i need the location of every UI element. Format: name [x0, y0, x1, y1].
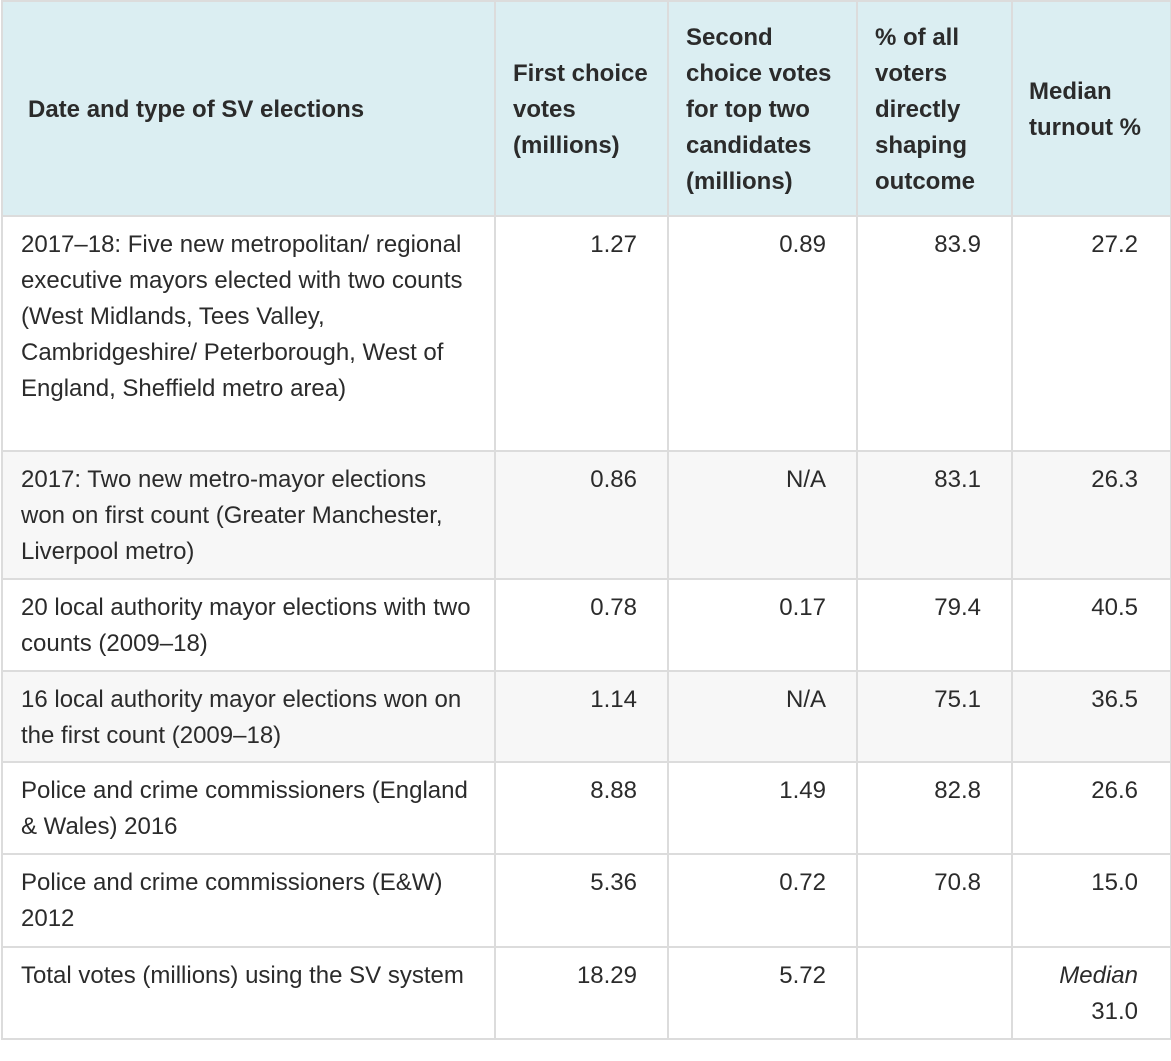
table-row: 20 local authority mayor elections with …: [1, 578, 1171, 672]
median-turnout-cell: 27.2: [1011, 215, 1171, 452]
total-median-cell: Median 31.0: [1011, 946, 1171, 1040]
row-label: Police and crime commissioners (England …: [1, 761, 496, 855]
header-first-choice-votes: First choice votes (millions): [494, 0, 669, 217]
median-turnout-cell: 26.6: [1011, 761, 1171, 855]
second-choice-cell: 1.49: [667, 761, 858, 855]
header-median-turnout: Median turnout %: [1011, 0, 1171, 217]
row-label: 16 local authority mayor elections won o…: [1, 670, 496, 763]
total-first-choice-cell: 18.29: [494, 946, 669, 1040]
table-row: Police and crime commissioners (E&W) 201…: [1, 853, 1171, 948]
first-choice-cell: 8.88: [494, 761, 669, 855]
table-row: 2017–18: Five new metropolitan/ regional…: [1, 215, 1171, 452]
pct-shaping-cell: 79.4: [856, 578, 1013, 672]
pct-shaping-cell: 83.9: [856, 215, 1013, 452]
first-choice-cell: 1.27: [494, 215, 669, 452]
second-choice-cell: 0.72: [667, 853, 858, 948]
median-value: 31.0: [1091, 998, 1138, 1025]
row-label: 2017: Two new metro-mayor elections won …: [1, 450, 496, 580]
header-election-type: Date and type of SV elections: [1, 0, 496, 217]
pct-shaping-cell: 82.8: [856, 761, 1013, 855]
second-choice-cell: 0.17: [667, 578, 858, 672]
header-row: Date and type of SV elections First choi…: [1, 0, 1171, 217]
row-label: 20 local authority mayor elections with …: [1, 578, 496, 672]
row-label: Police and crime commissioners (E&W) 201…: [1, 853, 496, 948]
pct-shaping-cell: 83.1: [856, 450, 1013, 580]
header-pct-shaping-outcome: % of all voters directly shaping outcome: [856, 0, 1013, 217]
median-turnout-cell: 15.0: [1011, 853, 1171, 948]
second-choice-cell: 0.89: [667, 215, 858, 452]
first-choice-cell: 1.14: [494, 670, 669, 763]
pct-shaping-cell: 70.8: [856, 853, 1013, 948]
median-turnout-cell: 40.5: [1011, 578, 1171, 672]
median-turnout-cell: 36.5: [1011, 670, 1171, 763]
total-row: Total votes (millions) using the SV syst…: [1, 946, 1171, 1040]
first-choice-cell: 0.78: [494, 578, 669, 672]
first-choice-cell: 0.86: [494, 450, 669, 580]
first-choice-cell: 5.36: [494, 853, 669, 948]
total-label: Total votes (millions) using the SV syst…: [1, 946, 496, 1040]
table-row: 2017: Two new metro-mayor elections won …: [1, 450, 1171, 580]
total-second-choice-cell: 5.72: [667, 946, 858, 1040]
table-row: Police and crime commissioners (England …: [1, 761, 1171, 855]
header-second-choice-votes: Second choice votes for top two candidat…: [667, 0, 858, 217]
pct-shaping-cell: 75.1: [856, 670, 1013, 763]
table-row: 16 local authority mayor elections won o…: [1, 670, 1171, 763]
row-label: 2017–18: Five new metropolitan/ regional…: [1, 215, 496, 452]
second-choice-cell: N/A: [667, 450, 858, 580]
median-label: Median: [1059, 962, 1138, 989]
median-turnout-cell: 26.3: [1011, 450, 1171, 580]
total-pct-shaping-cell: [856, 946, 1013, 1040]
second-choice-cell: N/A: [667, 670, 858, 763]
sv-elections-table: Date and type of SV elections First choi…: [1, 0, 1171, 1040]
